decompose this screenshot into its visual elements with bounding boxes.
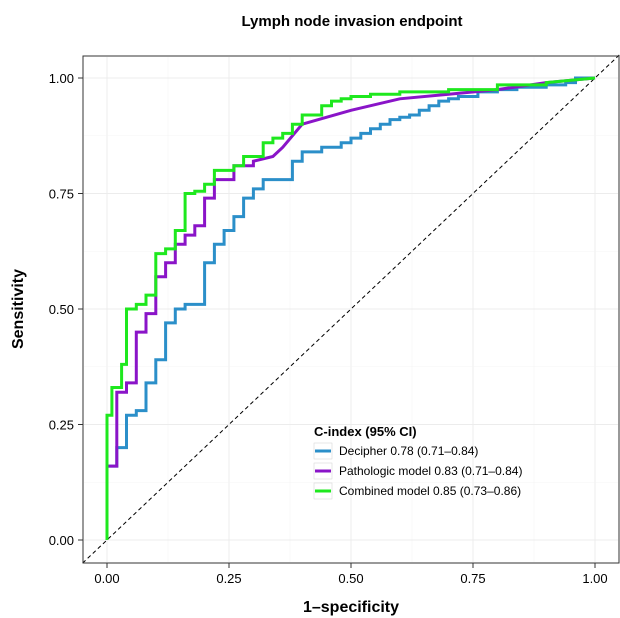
chart-title: Lymph node invasion endpoint [241, 13, 462, 30]
legend-label: Pathologic model 0.83 (0.71–0.84) [339, 464, 522, 478]
series-line-2 [105, 76, 596, 540]
y-axis-title: Sensitivity [10, 269, 27, 349]
y-tick-label: 0.50 [49, 302, 74, 317]
y-axis: 0.00 0.25 0.50 0.75 1.00 [49, 71, 83, 548]
x-tick-label: 0.25 [216, 571, 241, 586]
x-tick-label: 0.00 [94, 571, 119, 586]
x-axis-title: 1–specificity [303, 599, 399, 616]
legend-title: C-index (95% CI) [314, 424, 417, 439]
y-tick-label: 1.00 [49, 71, 74, 86]
series-lines [105, 76, 596, 540]
y-tick-label: 0.75 [49, 187, 74, 202]
y-tick-label: 0.00 [49, 533, 74, 548]
y-tick-label: 0.25 [49, 418, 74, 433]
legend-label: Decipher 0.78 (0.71–0.84) [339, 444, 478, 458]
x-tick-label: 0.50 [338, 571, 363, 586]
x-tick-label: 1.00 [582, 571, 607, 586]
x-tick-label: 0.75 [460, 571, 485, 586]
x-axis: 0.00 0.25 0.50 0.75 1.00 [94, 563, 608, 586]
legend-label: Combined model 0.85 (0.73–0.86) [339, 484, 521, 498]
legend: C-index (95% CI) Decipher 0.78 (0.71–0.8… [313, 424, 522, 500]
reference-diagonal-line [82, 54, 620, 564]
series-line-0 [105, 76, 595, 540]
